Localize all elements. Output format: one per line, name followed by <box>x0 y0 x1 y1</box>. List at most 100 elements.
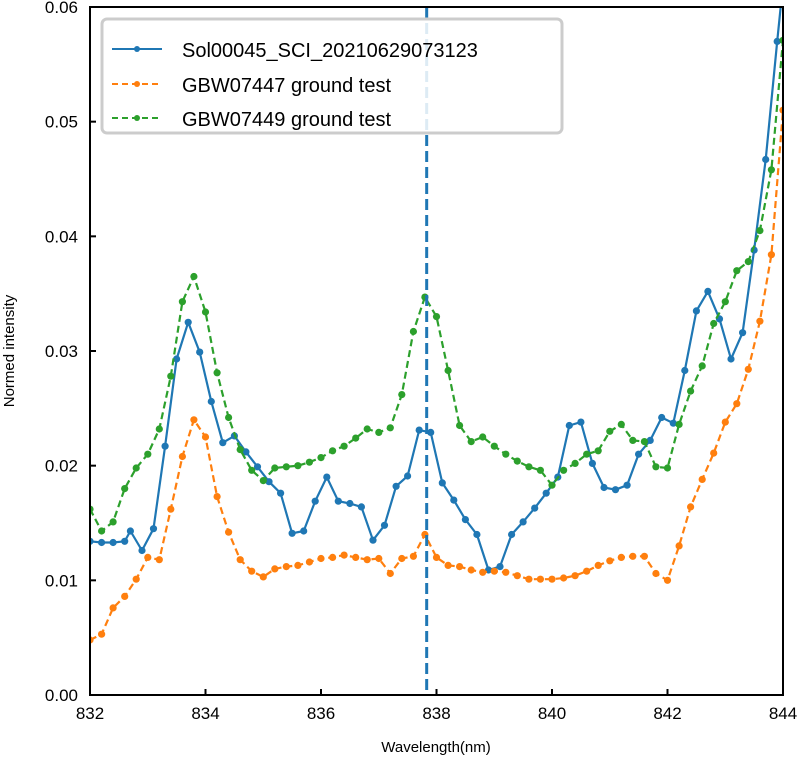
data-point <box>531 504 539 512</box>
x-tick-label: 842 <box>653 704 681 723</box>
data-point <box>444 366 452 375</box>
data-point <box>132 464 140 472</box>
data-point <box>121 537 129 545</box>
data-point <box>756 317 764 325</box>
data-point <box>525 575 533 583</box>
data-point <box>375 554 383 563</box>
data-point <box>502 568 510 576</box>
data-point <box>121 592 129 601</box>
data-point <box>98 538 106 547</box>
data-point <box>138 546 146 555</box>
data-point <box>594 447 602 455</box>
data-point <box>490 442 498 450</box>
data-point <box>710 319 718 328</box>
data-point <box>352 434 360 442</box>
y-axis-ticks: 0.00 0.01 0.02 0.03 0.04 0.05 0.06 <box>45 0 96 705</box>
data-point <box>363 425 371 433</box>
x-axis-label: Wavelength(nm) <box>381 739 490 756</box>
data-point <box>155 425 163 433</box>
data-point <box>606 557 614 565</box>
data-point <box>236 556 244 564</box>
data-point <box>600 483 608 492</box>
data-point <box>704 287 712 295</box>
x-tick-label: 840 <box>538 704 566 723</box>
data-point <box>658 413 666 422</box>
data-point <box>490 567 498 575</box>
data-point <box>126 527 134 535</box>
data-point <box>536 575 545 583</box>
data-point <box>675 420 683 428</box>
data-point <box>109 604 117 612</box>
data-point <box>213 493 221 501</box>
data-point <box>698 475 706 483</box>
data-point <box>698 362 706 370</box>
data-point <box>259 573 267 581</box>
data-point <box>98 527 106 535</box>
data-point <box>219 439 227 447</box>
x-tick-label: 836 <box>307 704 335 723</box>
plot-area <box>90 7 783 644</box>
data-point <box>323 473 331 481</box>
data-point <box>271 464 279 472</box>
data-point <box>456 421 464 430</box>
data-point <box>242 448 250 456</box>
data-point <box>404 472 412 480</box>
data-point <box>687 503 695 511</box>
data-point <box>184 318 192 326</box>
legend-label: GBW07447 ground test <box>182 75 391 97</box>
data-point <box>311 497 319 505</box>
data-point <box>392 482 400 490</box>
data-point <box>282 563 290 571</box>
data-point <box>438 479 446 487</box>
series-2 <box>90 36 783 535</box>
data-point <box>380 521 389 529</box>
data-point <box>583 450 591 458</box>
data-point <box>525 463 533 471</box>
data-point <box>744 365 752 373</box>
data-point <box>190 416 198 424</box>
data-point <box>548 575 556 583</box>
data-point <box>467 438 475 446</box>
y-tick-label: 0.05 <box>45 113 78 132</box>
data-point <box>432 313 441 321</box>
data-point <box>773 37 781 46</box>
data-point <box>149 525 158 533</box>
data-point <box>369 536 377 544</box>
y-tick-label: 0.03 <box>45 342 78 361</box>
data-point <box>346 499 354 508</box>
data-point <box>386 569 394 578</box>
data-point <box>542 489 550 497</box>
legend: Sol00045_SCI_20210629073123 GBW07447 gro… <box>100 17 564 135</box>
data-point <box>721 298 729 306</box>
data-point <box>253 463 262 471</box>
data-point <box>248 567 256 575</box>
data-point <box>721 418 729 426</box>
data-point <box>663 464 672 472</box>
data-point <box>98 630 106 638</box>
data-point <box>155 556 163 564</box>
data-point <box>352 553 360 562</box>
x-tick-label: 834 <box>191 704 219 723</box>
data-point <box>317 554 325 563</box>
data-point <box>259 477 267 485</box>
data-point <box>282 463 290 471</box>
data-point <box>144 450 152 458</box>
data-point <box>317 454 325 462</box>
data-point <box>357 503 365 511</box>
data-point <box>594 561 602 570</box>
data-point <box>109 538 117 547</box>
data-point <box>467 566 475 574</box>
data-point <box>635 450 643 458</box>
y-tick-label: 0.01 <box>45 571 78 590</box>
data-point <box>190 272 198 281</box>
data-point <box>432 553 441 562</box>
data-point <box>629 552 637 560</box>
data-point <box>496 563 504 571</box>
data-point <box>617 420 625 428</box>
data-point <box>248 466 256 474</box>
data-point <box>201 308 210 316</box>
data-point <box>513 457 521 465</box>
data-point <box>640 438 649 446</box>
data-point <box>450 496 458 504</box>
data-point <box>733 267 741 275</box>
